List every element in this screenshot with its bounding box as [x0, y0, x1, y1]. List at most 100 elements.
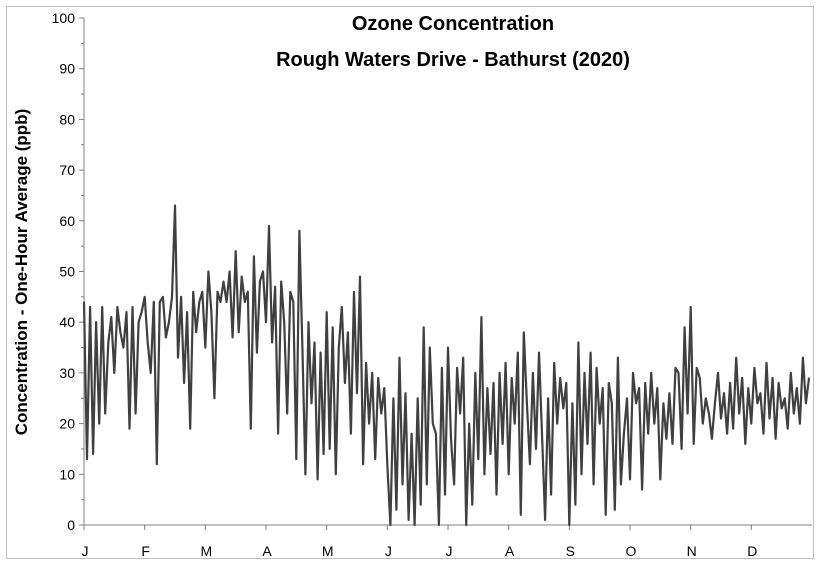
data-point	[162, 296, 164, 298]
data-point	[277, 432, 279, 435]
y-tick-label: 60	[59, 213, 75, 229]
data-point	[192, 291, 194, 293]
data-point	[580, 473, 583, 476]
data-point	[498, 372, 501, 374]
data-point	[786, 427, 789, 430]
data-point	[125, 311, 128, 313]
data-point	[765, 362, 768, 364]
data-point	[146, 341, 149, 344]
data-point	[143, 296, 146, 298]
data-point	[535, 448, 537, 450]
data-point	[589, 351, 592, 354]
data-point	[726, 432, 728, 435]
data-point	[368, 422, 370, 425]
data-point	[689, 306, 692, 308]
y-tick-label: 50	[59, 264, 75, 280]
data-point	[683, 326, 686, 329]
data-point	[259, 280, 261, 283]
data-point	[805, 402, 807, 405]
data-point	[559, 377, 561, 379]
data-point	[83, 301, 85, 303]
data-point	[629, 478, 631, 481]
x-tick-label: D	[747, 543, 757, 559]
data-point	[350, 432, 352, 435]
data-point	[325, 311, 328, 313]
data-point	[513, 422, 516, 425]
y-tick-label: 10	[59, 466, 75, 482]
data-point	[262, 270, 264, 273]
data-point	[134, 412, 137, 415]
data-point	[401, 483, 404, 486]
data-point	[632, 372, 634, 374]
data-point	[647, 432, 649, 435]
data-point	[517, 351, 519, 354]
axes: 0 10 20 30 40 50 60 70 80 90 100 J F M A M J J A S O N D	[52, 10, 812, 559]
data-point	[307, 321, 310, 324]
data-point	[450, 438, 452, 440]
data-point	[756, 402, 759, 405]
data-point	[171, 296, 173, 298]
x-tick-label: F	[141, 543, 150, 559]
data-point	[313, 341, 316, 344]
data-point	[504, 362, 507, 364]
data-point	[438, 524, 440, 526]
data-point	[219, 301, 222, 303]
data-point	[331, 326, 334, 329]
data-point	[380, 412, 383, 415]
series-line	[82, 204, 811, 527]
chart-title: Ozone Concentration	[352, 13, 554, 35]
x-tick-label: M	[200, 543, 212, 559]
data-point	[165, 336, 167, 339]
data-point	[389, 524, 392, 526]
data-point	[592, 483, 595, 486]
data-point	[583, 372, 586, 374]
data-point	[168, 321, 170, 324]
data-point	[298, 230, 301, 232]
data-point	[213, 397, 216, 400]
data-point	[544, 519, 546, 521]
data-point	[253, 255, 255, 258]
x-tick-label: M	[322, 543, 334, 559]
data-point	[289, 291, 292, 293]
data-point	[604, 514, 607, 516]
data-point	[338, 346, 340, 349]
data-point	[247, 291, 249, 293]
data-point	[783, 397, 786, 400]
data-point	[732, 427, 734, 430]
data-point	[465, 524, 468, 526]
data-point	[240, 275, 243, 278]
data-point	[416, 397, 419, 400]
data-point	[365, 362, 367, 364]
data-point	[529, 463, 531, 466]
data-point	[395, 509, 398, 511]
data-point	[149, 372, 152, 374]
data-point	[189, 427, 191, 430]
data-point	[237, 331, 240, 334]
x-tick-label: A	[505, 543, 515, 559]
data-point	[656, 387, 659, 389]
data-point	[735, 356, 737, 359]
y-tick-label: 20	[59, 416, 75, 432]
data-point	[374, 458, 377, 460]
data-point	[695, 367, 698, 369]
data-point	[177, 356, 179, 359]
data-point	[328, 448, 331, 450]
data-point	[623, 432, 625, 435]
data-point	[526, 402, 528, 405]
data-point	[404, 392, 407, 395]
data-point	[471, 503, 474, 506]
data-point	[156, 463, 158, 466]
data-point	[568, 524, 571, 526]
data-point	[204, 346, 207, 349]
data-point	[432, 422, 434, 425]
data-point	[480, 316, 483, 318]
data-point	[668, 392, 671, 395]
y-tick-label: 0	[67, 517, 75, 533]
data-point	[335, 473, 337, 476]
data-point	[641, 488, 643, 491]
data-point	[614, 509, 616, 511]
data-point	[468, 422, 471, 425]
data-point	[495, 493, 498, 496]
data-point	[198, 301, 201, 303]
data-point	[650, 372, 652, 374]
